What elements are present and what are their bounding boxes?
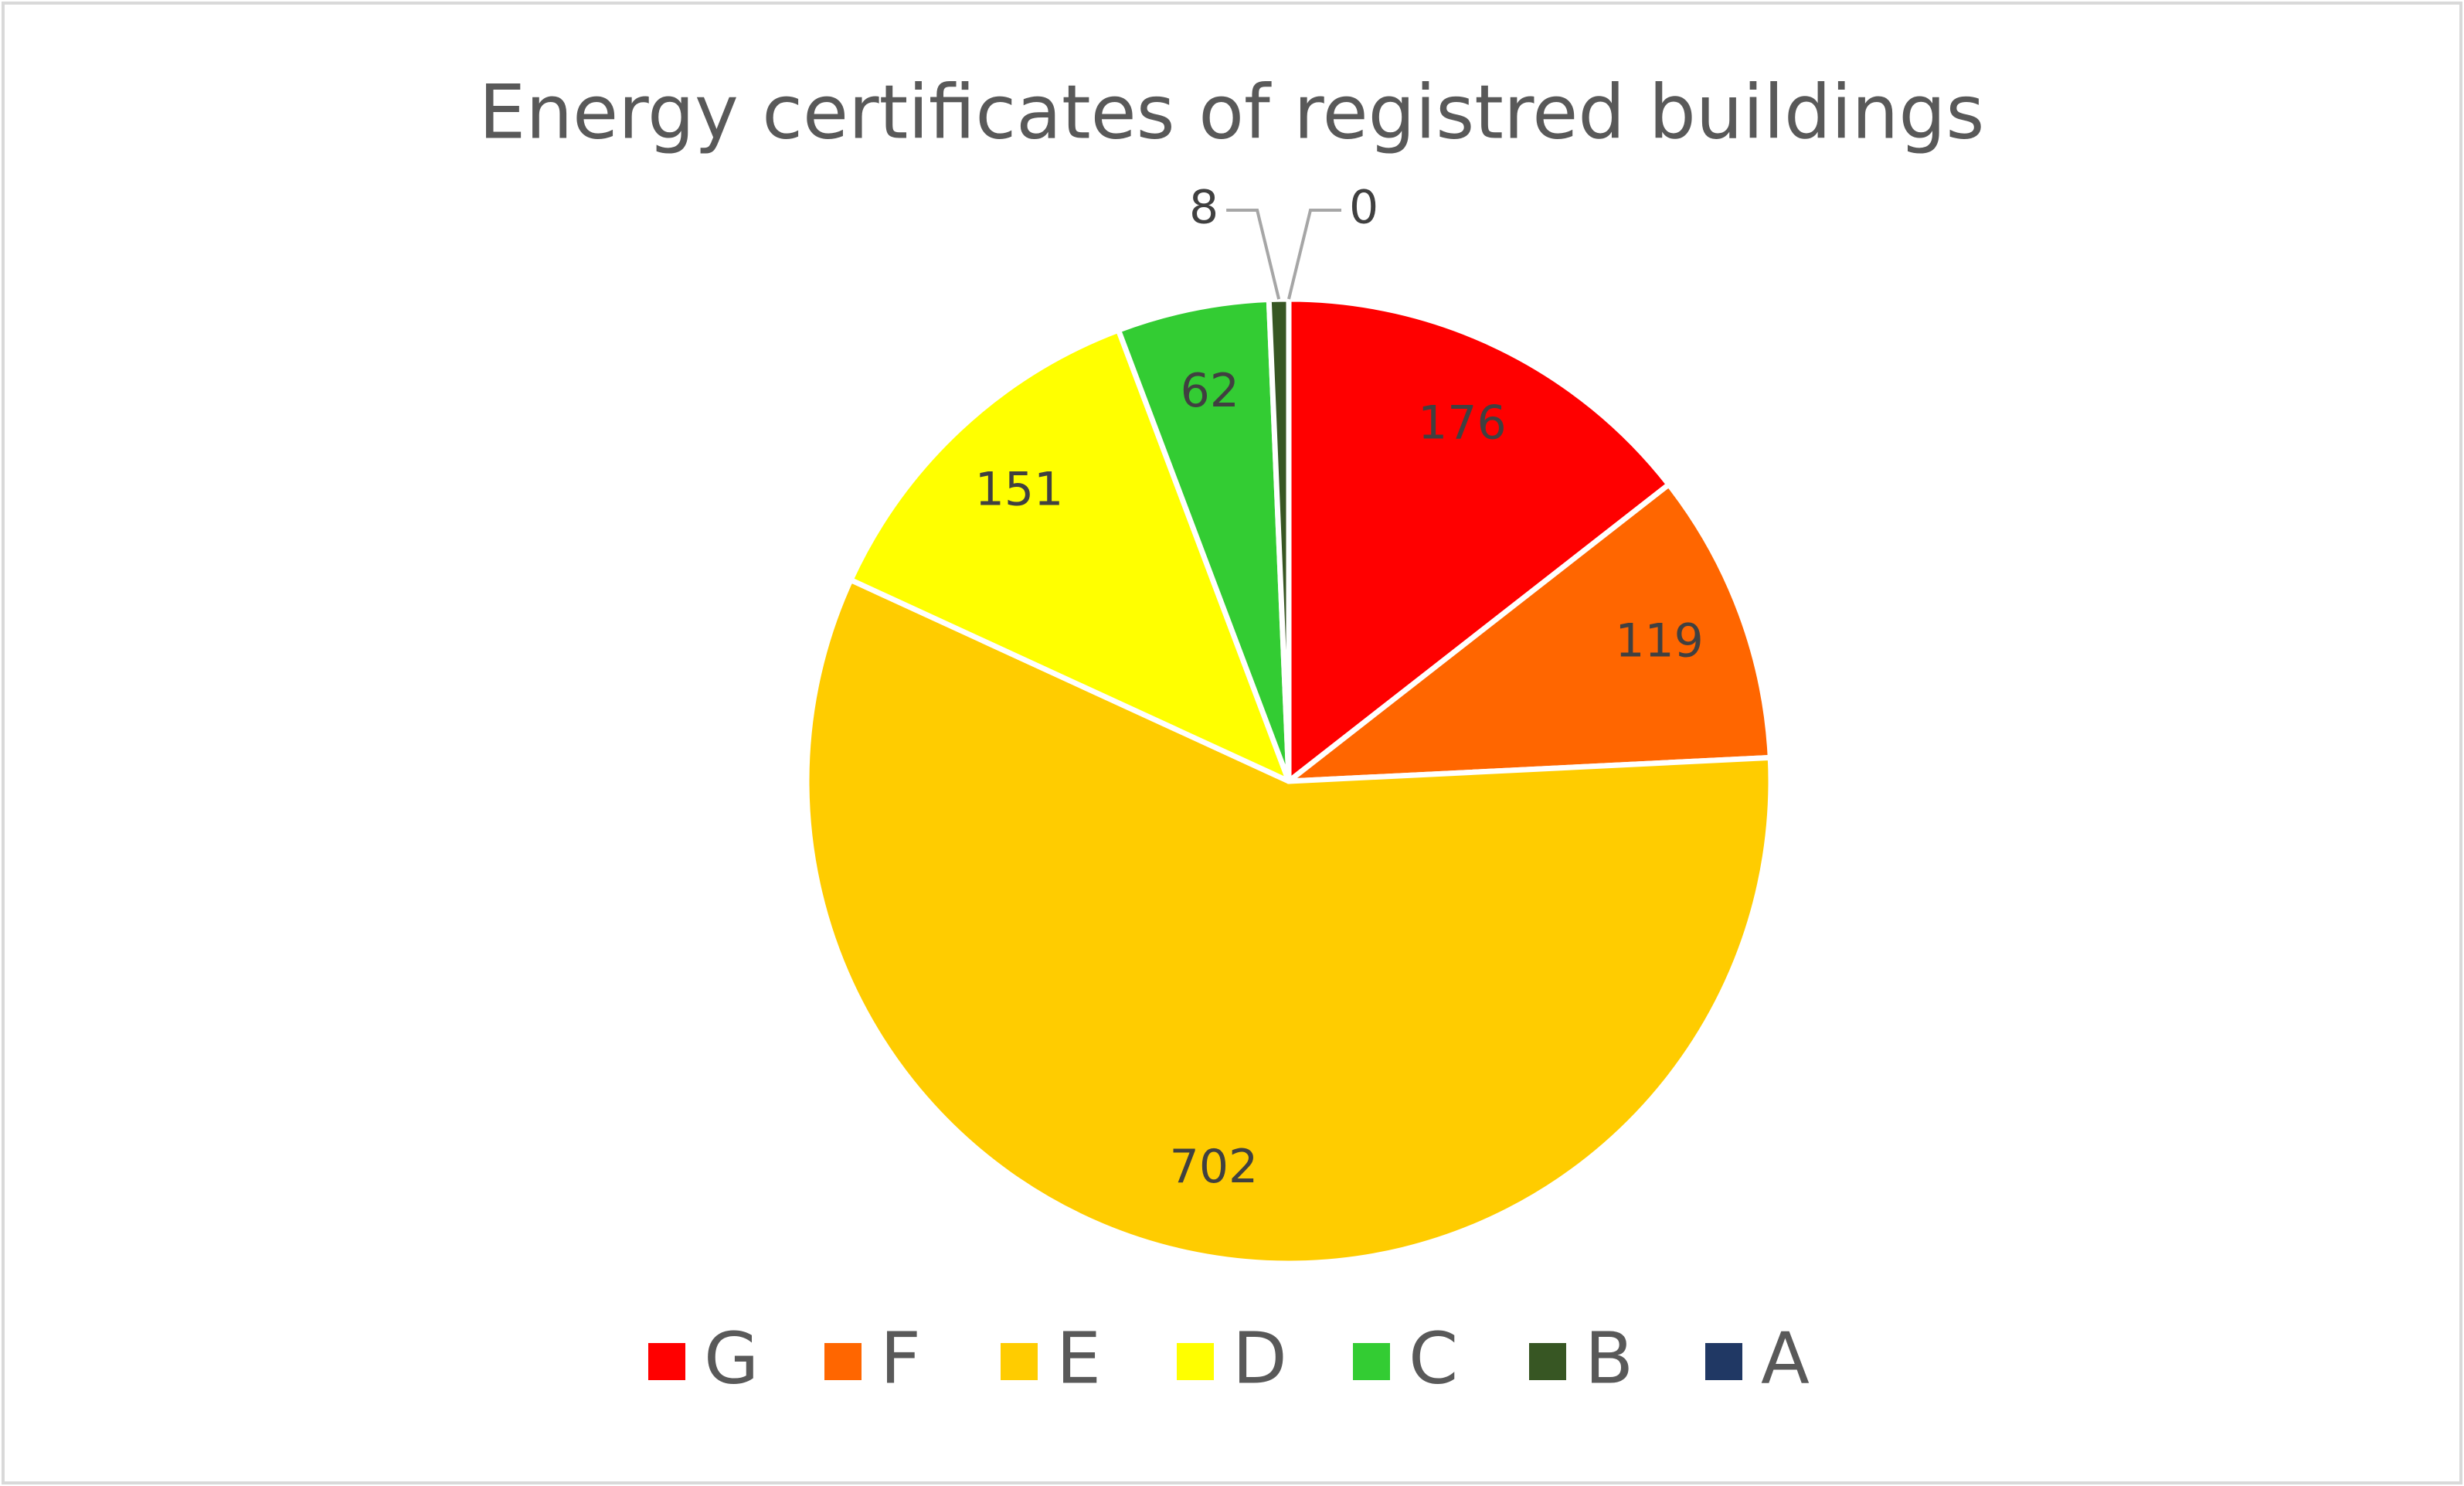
pie-slice bbox=[1116, 297, 1292, 784]
data-label: 62 bbox=[1181, 364, 1239, 418]
data-label: 151 bbox=[975, 462, 1064, 516]
legend-label: E bbox=[1056, 1317, 1101, 1399]
legend-swatch bbox=[1705, 1343, 1742, 1380]
legend-swatch bbox=[824, 1343, 862, 1380]
legend-label: C bbox=[1409, 1317, 1458, 1399]
legend-label: B bbox=[1585, 1317, 1633, 1399]
legend-label: F bbox=[880, 1317, 921, 1399]
data-label: 702 bbox=[1170, 1140, 1259, 1194]
data-label: 0 bbox=[1349, 181, 1378, 235]
legend-label: G bbox=[704, 1317, 759, 1399]
pie-slice bbox=[1286, 481, 1773, 784]
data-label: 8 bbox=[1189, 181, 1218, 235]
legend-swatch bbox=[1529, 1343, 1566, 1380]
legend-label: A bbox=[1761, 1317, 1810, 1399]
legend-swatch bbox=[1001, 1343, 1038, 1380]
leader-line bbox=[1226, 209, 1281, 300]
pie-slice bbox=[804, 576, 1774, 1267]
legend-swatch bbox=[1177, 1343, 1214, 1380]
data-label: 176 bbox=[1418, 396, 1507, 451]
chart-title: Energy certificates of registred buildin… bbox=[479, 69, 1985, 155]
data-label: 119 bbox=[1615, 614, 1704, 668]
legend-swatch bbox=[1353, 1343, 1390, 1380]
legend-label: D bbox=[1232, 1317, 1287, 1399]
leader-line bbox=[1287, 209, 1341, 300]
pie-slice bbox=[1286, 296, 1672, 784]
pie-slice bbox=[848, 327, 1292, 784]
legend-swatch bbox=[648, 1343, 685, 1380]
